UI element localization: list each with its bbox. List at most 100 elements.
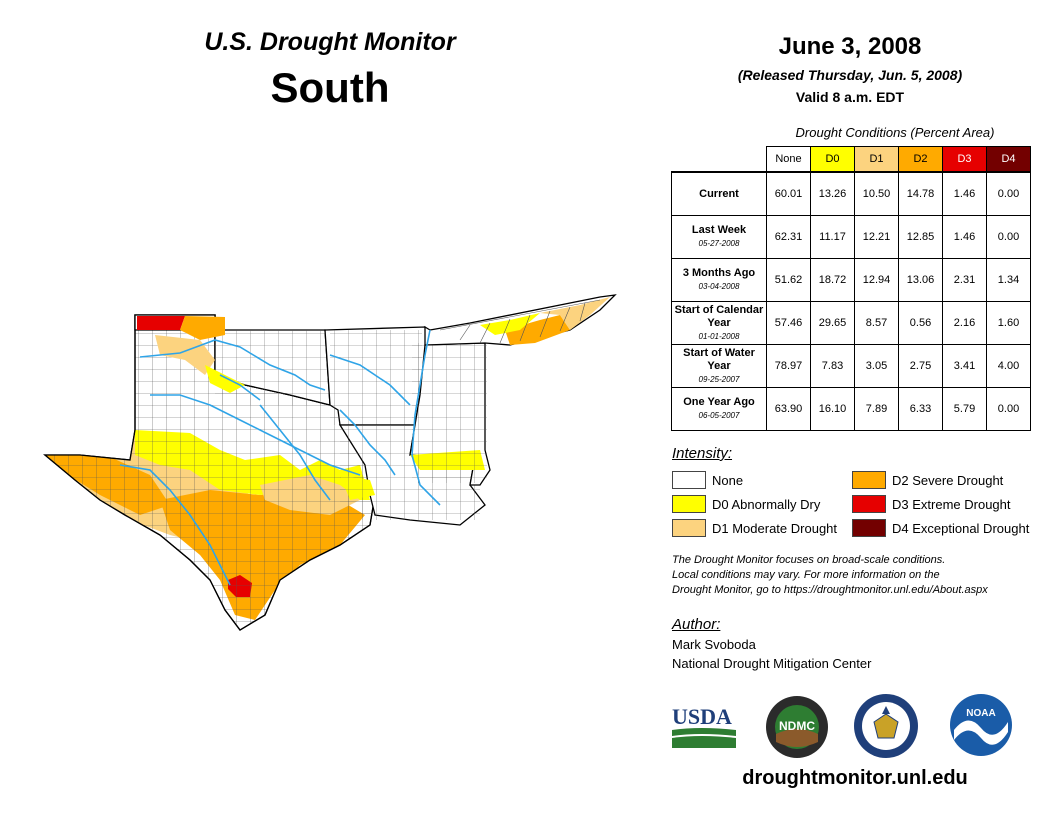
d0-area-tennessee — [480, 313, 540, 335]
cell: 18.72 — [810, 258, 855, 302]
commerce-seal-logo — [854, 694, 918, 758]
col-d3: D3 — [942, 146, 987, 173]
cell: 14.78 — [898, 171, 943, 216]
legend-item-d1: D1 Moderate Drought — [672, 519, 837, 537]
cell: 1.34 — [986, 258, 1031, 302]
legend-label: None — [712, 472, 744, 488]
cell: 2.75 — [898, 344, 943, 388]
cell: 62.31 — [766, 215, 811, 259]
usda-logo-text: USDA — [672, 704, 732, 729]
cell: 7.89 — [854, 387, 899, 431]
cell: 1.46 — [942, 171, 987, 216]
legend-item-d3: D3 Extreme Drought — [852, 495, 1011, 513]
author-organization: National Drought Mitigation Center — [672, 656, 872, 671]
legend-label: D4 Exceptional Drought — [892, 520, 1030, 536]
cell: 1.60 — [986, 301, 1031, 345]
cell: 16.10 — [810, 387, 855, 431]
map-title: U.S. Drought Monitor — [204, 28, 456, 56]
table-row: Start of Calendar Year 01-01-2008 57.46 2… — [671, 301, 1031, 345]
col-d2: D2 — [898, 146, 943, 173]
website-url[interactable]: droughtmonitor.unl.edu — [742, 767, 968, 789]
release-date: (Released Thursday, Jun. 5, 2008) — [737, 67, 963, 83]
map-date: June 3, 2008 — [778, 33, 922, 60]
author-name: Mark Svoboda — [672, 637, 756, 652]
d2-area-panhandle — [180, 316, 225, 340]
d0-area-oklahoma — [205, 365, 245, 393]
cell: 11.17 — [810, 215, 855, 259]
d1-area-tennessee — [540, 297, 610, 330]
legend-label: D3 Extreme Drought — [892, 496, 1011, 512]
col-none: None — [766, 146, 811, 173]
cell: 2.16 — [942, 301, 987, 345]
region-title: South — [270, 64, 390, 111]
cell: 60.01 — [766, 171, 811, 216]
legend-item-d0: D0 Abnormally Dry — [672, 495, 820, 513]
table-row: Start of Water Year 09-25-2007 78.97 7.83… — [671, 344, 1031, 388]
cell: 6.33 — [898, 387, 943, 431]
cell: 2.31 — [942, 258, 987, 302]
cell: 0.00 — [986, 387, 1031, 431]
col-d0: D0 — [810, 146, 855, 173]
disclaimer-note: The Drought Monitor focuses on broad-sca… — [672, 553, 1052, 598]
legend-item-none: None — [672, 471, 743, 489]
legend-swatch — [672, 495, 706, 513]
col-d1: D1 — [854, 146, 899, 173]
table-row: Current 60.01 13.26 10.50 14.78 1.46 0.0… — [671, 171, 1031, 216]
cell: 13.06 — [898, 258, 943, 302]
noaa-logo-text: NOAA — [966, 708, 995, 719]
table-row: One Year Ago 06-05-2007 63.90 16.10 7.89 … — [671, 387, 1031, 431]
cell: 0.56 — [898, 301, 943, 345]
legend-swatch — [672, 519, 706, 537]
cell: 12.94 — [854, 258, 899, 302]
legend-swatch — [852, 495, 886, 513]
cell: 13.26 — [810, 171, 855, 216]
note-line: The Drought Monitor focuses on broad-sca… — [672, 554, 946, 566]
row-label: Current — [671, 171, 767, 216]
legend-title: Intensity: — [672, 445, 733, 462]
row-label: Start of Calendar Year 01-01-2008 — [671, 301, 767, 345]
col-d4: D4 — [986, 146, 1031, 173]
legend-item-d2: D2 Severe Drought — [852, 471, 1003, 489]
ndmc-logo: NDMC — [766, 696, 828, 758]
legend-swatch — [852, 519, 886, 537]
cell: 3.41 — [942, 344, 987, 388]
cell: 12.21 — [854, 215, 899, 259]
legend-label: D2 Severe Drought — [892, 472, 1004, 488]
cell: 1.46 — [942, 215, 987, 259]
rivers — [119, 329, 441, 586]
row-label: Start of Water Year 09-25-2007 — [671, 344, 767, 388]
legend-label: D1 Moderate Drought — [712, 520, 838, 536]
note-line[interactable]: Drought Monitor, go to https://droughtmo… — [672, 584, 988, 596]
cell: 0.00 — [986, 171, 1031, 216]
table-row: 3 Months Ago 03-04-2008 51.62 18.72 12.94… — [671, 258, 1031, 302]
cell: 4.00 — [986, 344, 1031, 388]
cell: 7.83 — [810, 344, 855, 388]
note-line: Local conditions may vary. For more info… — [672, 569, 940, 581]
legend-label: D0 Abnormally Dry — [712, 496, 821, 512]
cell: 8.57 — [854, 301, 899, 345]
table-header-row: None D0 D1 D2 D3 D4 — [672, 146, 1031, 173]
cell: 5.79 — [942, 387, 987, 431]
cell: 29.65 — [810, 301, 855, 345]
drought-conditions-table: None D0 D1 D2 D3 D4 Current 60.01 13.26 … — [671, 146, 1031, 431]
row-label: One Year Ago 06-05-2007 — [671, 387, 767, 431]
cell: 57.46 — [766, 301, 811, 345]
legend-swatch — [672, 471, 706, 489]
usda-logo: USDA — [672, 704, 736, 748]
cell: 10.50 — [854, 171, 899, 216]
cell: 12.85 — [898, 215, 943, 259]
d3-area-panhandle — [137, 316, 185, 330]
cell: 3.05 — [854, 344, 899, 388]
table-caption: Drought Conditions (Percent Area) — [795, 125, 995, 140]
row-label: Last Week 05-27-2008 — [671, 215, 767, 259]
valid-time: Valid 8 a.m. EDT — [795, 89, 905, 105]
drought-map — [43, 294, 617, 631]
table-corner — [672, 147, 767, 173]
cell: 78.97 — [766, 344, 811, 388]
author-heading: Author: — [672, 616, 721, 633]
noaa-logo: NOAA — [950, 694, 1012, 756]
cell: 0.00 — [986, 215, 1031, 259]
ndmc-logo-text: NDMC — [779, 719, 815, 733]
cell: 51.62 — [766, 258, 811, 302]
table-row: Last Week 05-27-2008 62.31 11.17 12.21 12… — [671, 215, 1031, 259]
